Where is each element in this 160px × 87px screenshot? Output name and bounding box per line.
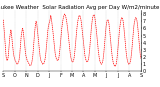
Title: Milwaukee Weather  Solar Radiation Avg per Day W/m2/minute: Milwaukee Weather Solar Radiation Avg pe… <box>0 5 159 10</box>
